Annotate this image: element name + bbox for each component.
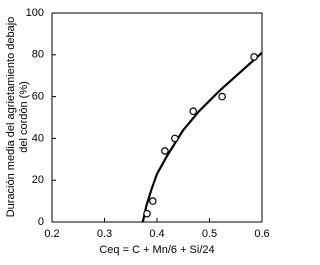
data-point <box>218 92 226 101</box>
y-axis-label: Duración media del agrietamiento debajo … <box>5 17 30 218</box>
y-axis-label-line: Duración media del agrietamiento debajo <box>5 17 17 218</box>
x-tick-label: 0.3 <box>97 228 112 240</box>
y-tick-label: 80 <box>32 49 44 61</box>
data-point <box>171 134 179 143</box>
x-axis-label: Ceq = C + Mn/6 + Si/24 <box>99 244 214 256</box>
data-point <box>143 209 151 218</box>
x-tick-label: 0.2 <box>44 228 59 240</box>
y-axis-label-line: del cordón (%) <box>18 81 30 153</box>
y-tick-label: 0 <box>38 216 44 228</box>
data-point <box>250 53 258 61</box>
x-tick-label: 0.4 <box>149 228 164 240</box>
data-point <box>161 147 169 155</box>
x-tick-label: 0.6 <box>254 228 269 240</box>
y-tick-label: 100 <box>26 7 44 19</box>
plot-frame <box>51 12 263 223</box>
data-point <box>149 197 157 205</box>
y-tick-label: 60 <box>32 91 44 103</box>
fit-curve <box>141 51 263 223</box>
x-tick-label: 0.5 <box>202 228 217 240</box>
y-tick-label: 40 <box>32 132 44 144</box>
data-point <box>189 107 198 116</box>
y-tick-label: 20 <box>32 174 44 186</box>
chart: Ceq = C + Mn/6 + Si/24 Duración media de… <box>5 7 270 256</box>
